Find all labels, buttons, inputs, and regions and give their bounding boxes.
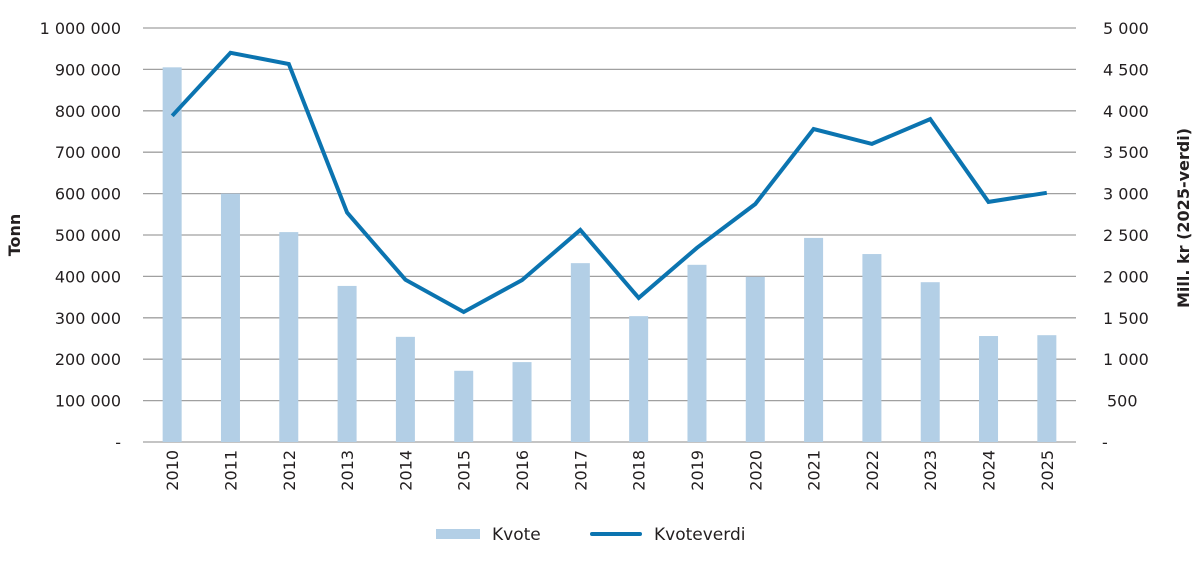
bar-2025 [1037,335,1057,442]
bar-2014 [395,336,415,442]
right-tick-label: 4 000 [1103,102,1149,121]
right-tick-label: 1 500 [1103,309,1149,328]
x-tick-label: 2014 [396,450,415,491]
left-tick-label: - [115,433,121,452]
x-tick-label: 2017 [571,450,590,491]
x-tick-label: 2010 [163,450,182,491]
bar-2021 [804,237,824,442]
legend: Kvote Kvoteverdi [436,525,745,545]
bar-2020 [745,276,765,442]
right-tick-label: - [1102,433,1108,452]
x-tick-label: 2021 [805,450,824,491]
left-axis-title: Tonn [5,214,24,257]
x-tick-label: 2023 [921,450,940,491]
left-tick-label: 800 000 [55,102,121,121]
bar-2012 [279,232,299,442]
kvoteverdi-line [170,50,1048,315]
legend-label-kvote: Kvote [492,525,541,545]
x-tick-label: 2024 [980,450,999,491]
bar-2015 [454,370,474,442]
x-tick-label: 2019 [688,450,707,491]
left-tick-label: 600 000 [55,185,121,204]
right-tick-label: 4 500 [1103,60,1149,79]
left-tick-label: 400 000 [55,267,121,286]
bar-2011 [220,193,240,442]
x-tick-label: 2015 [455,450,474,491]
bar-2018 [629,316,649,442]
right-tick-label: 3 000 [1103,185,1149,204]
right-tick-label: 1 000 [1103,350,1149,369]
bar-swatch-icon [436,529,480,539]
gridlines [143,27,1076,443]
legend-item-kvoteverdi: Kvoteverdi [590,525,745,545]
legend-label-kvoteverdi: Kvoteverdi [654,525,745,545]
x-tick-label: 2012 [280,450,299,491]
legend-item-kvote: Kvote [436,525,541,545]
x-tick-label: 2025 [1038,450,1057,491]
left-tick-label: 700 000 [55,143,121,162]
x-tick-label: 2022 [863,450,882,491]
right-axis-ticks: - 500 1 000 1 500 2 000 2 500 3 000 3 500 4 000 4… [1102,19,1149,452]
right-tick-label: 2 500 [1103,226,1149,245]
right-axis-title: Mill. kr (2025-verdi) [1174,128,1193,308]
left-tick-label: 900 000 [55,60,121,79]
right-tick-label: 3 500 [1103,143,1149,162]
right-tick-label: 5 000 [1103,19,1149,38]
bar-2010 [162,67,182,442]
left-axis-ticks: - 100 000 200 000 300 000 400 000 500 000 600 … [40,19,121,452]
bar-2024 [979,336,999,442]
x-tick-label: 2011 [221,450,240,491]
x-tick-label: 2020 [746,450,765,491]
right-tick-label: 2 000 [1103,267,1149,286]
x-tick-label: 2016 [513,450,532,491]
x-axis-ticks: 2010 2011 2012 2013 2014 2015 2016 2017 2018 2019… [163,450,1057,491]
left-tick-label: 100 000 [55,392,121,411]
bar-2013 [337,285,357,442]
bar-2022 [862,254,882,442]
bar-2016 [512,362,532,442]
bar-2017 [570,263,590,442]
right-tick-label: 500 [1107,392,1138,411]
left-tick-label: 500 000 [55,226,121,245]
x-tick-label: 2013 [338,450,357,491]
left-tick-label: 1 000 000 [40,19,121,38]
kvoteverdi-polyline [170,50,1048,315]
bar-2023 [920,282,940,442]
x-tick-label: 2018 [630,450,649,491]
left-tick-label: 300 000 [55,309,121,328]
left-tick-label: 200 000 [55,350,121,369]
kvote-bars [162,67,1057,442]
bar-2019 [687,264,707,442]
